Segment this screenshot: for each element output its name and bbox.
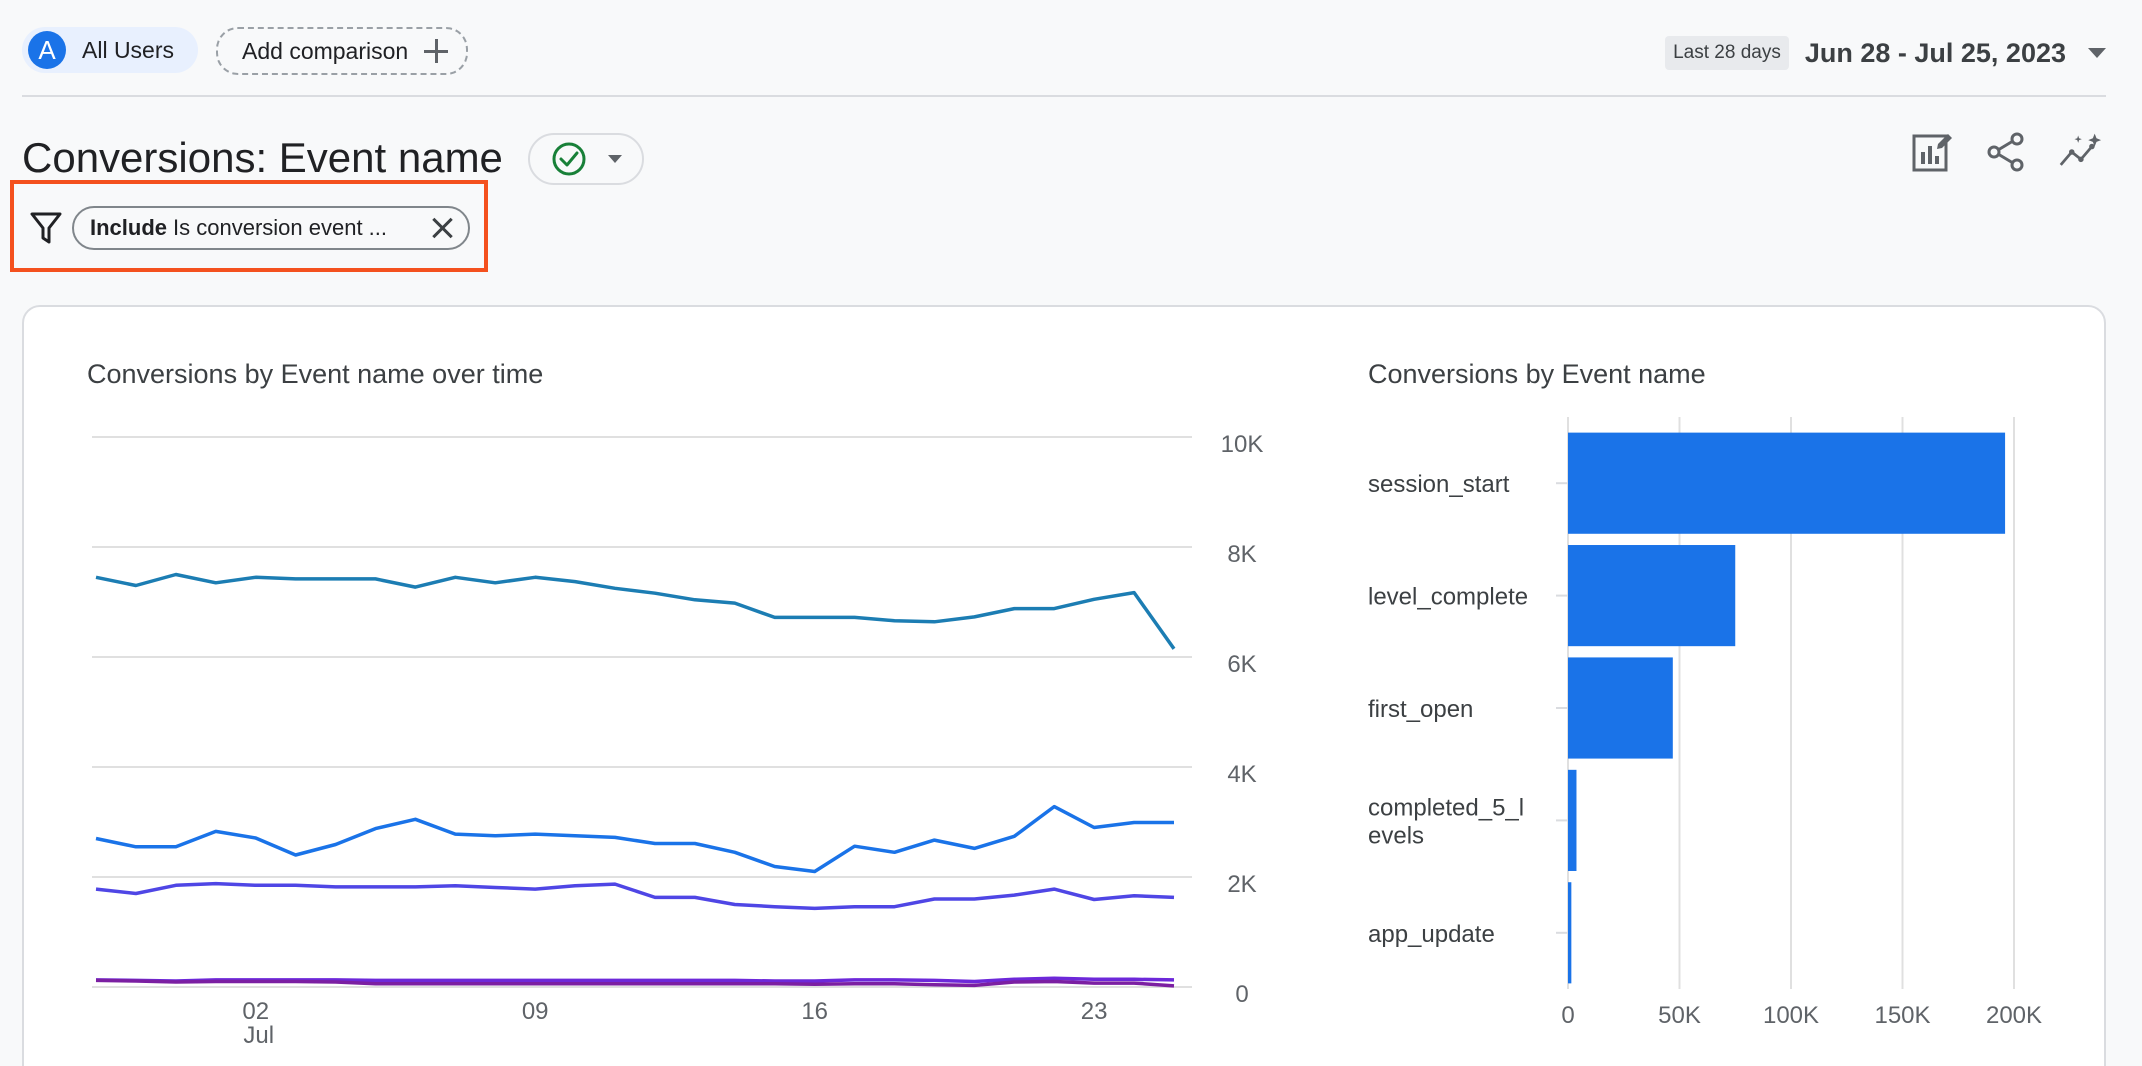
bar-chart-title: Conversions by Event name bbox=[1368, 359, 1706, 389]
check-circle-icon bbox=[551, 141, 587, 177]
customize-report-icon[interactable] bbox=[1910, 130, 1954, 174]
date-preset-badge: Last 28 days bbox=[1665, 36, 1789, 70]
bar-chart-category-label: evels bbox=[1368, 822, 1424, 849]
bar-chart-x-tick: 200K bbox=[1986, 1002, 2042, 1029]
page-title: Conversions: Event name bbox=[22, 134, 503, 181]
bar-first_open[interactable] bbox=[1568, 657, 1673, 759]
segment-label: All Users bbox=[82, 36, 175, 63]
segment-chip-all-users[interactable]: A All Users bbox=[22, 27, 199, 73]
report-card: Conversions by Event name over time Conv… bbox=[22, 305, 2106, 1066]
line-chart-x-sublabel: Jul bbox=[243, 1022, 274, 1049]
line-chart-y-tick: 6K bbox=[1227, 651, 1256, 678]
line-series-5[interactable] bbox=[95, 978, 1175, 988]
bar-chart-category-label: app_update bbox=[1368, 921, 1495, 948]
line-chart-title: Conversions by Event name over time bbox=[87, 359, 544, 389]
top-bar: A All Users Add comparison Last 28 days … bbox=[22, 0, 2106, 97]
line-chart-x-tick: 16 bbox=[801, 998, 828, 1025]
line-chart-y-tick: 10K bbox=[1221, 431, 1264, 458]
plus-icon bbox=[424, 39, 449, 63]
filter-keyword: Include bbox=[90, 215, 168, 240]
chevron-down-icon bbox=[2088, 48, 2106, 58]
line-series-3[interactable] bbox=[95, 881, 1175, 911]
report-toolbar bbox=[1910, 130, 2102, 174]
bar-chart-category-label: first_open bbox=[1368, 696, 1473, 723]
line-chart-y-tick: 8K bbox=[1227, 541, 1256, 568]
bar-app_update[interactable] bbox=[1568, 882, 1572, 984]
filter-funnel-icon[interactable] bbox=[30, 211, 62, 250]
line-series-2[interactable] bbox=[95, 804, 1174, 874]
insights-icon[interactable] bbox=[2058, 130, 2102, 174]
bar-chart-x-tick: 100K bbox=[1763, 1002, 1819, 1029]
add-comparison-label: Add comparison bbox=[242, 37, 409, 64]
line-chart-y-tick: 4K bbox=[1227, 761, 1256, 788]
line-chart-y-tick: 2K bbox=[1227, 871, 1256, 898]
filter-chip[interactable]: Include Is conversion event ... bbox=[72, 206, 470, 250]
filter-condition: Is conversion event ... bbox=[173, 215, 388, 240]
segment-avatar: A bbox=[28, 31, 66, 69]
chevron-down-icon bbox=[607, 155, 622, 163]
line-chart-y-tick: 0 bbox=[1235, 981, 1248, 1008]
bar-completed_5_levels[interactable] bbox=[1568, 769, 1577, 871]
line-chart-x-tick: 09 bbox=[522, 998, 549, 1025]
bar-level_complete[interactable] bbox=[1568, 545, 1736, 647]
bar-chart-category-label: session_start bbox=[1368, 471, 1510, 498]
add-comparison-button[interactable]: Add comparison bbox=[216, 27, 469, 75]
bar-chart-category-label: completed_5_l bbox=[1368, 794, 1524, 821]
bar-chart-x-tick: 0 bbox=[1561, 1002, 1574, 1029]
bar-chart-x-tick: 50K bbox=[1658, 1002, 1701, 1029]
bar-chart: 0 50K 100K 150K 200K session_start level_compl… bbox=[1368, 417, 2042, 1029]
bar-session_start[interactable] bbox=[1568, 432, 2006, 534]
date-range-text: Jun 28 - Jul 25, 2023 bbox=[1804, 37, 2066, 68]
line-chart-x-tick: 23 bbox=[1081, 998, 1108, 1025]
filter-chip-text: Include Is conversion event ... bbox=[90, 215, 428, 241]
filter-row: Include Is conversion event ... bbox=[10, 180, 488, 272]
line-series-1[interactable] bbox=[95, 572, 1176, 650]
close-icon[interactable] bbox=[428, 214, 456, 242]
line-chart-x-tick: 02 bbox=[242, 998, 269, 1025]
bar-chart-category-label: level_complete bbox=[1368, 584, 1528, 611]
date-range-picker[interactable]: Last 28 days Jun 28 - Jul 25, 2023 bbox=[1665, 36, 2106, 70]
share-icon[interactable] bbox=[1984, 130, 2028, 174]
report-status-button[interactable] bbox=[528, 133, 644, 185]
bar-chart-x-tick: 150K bbox=[1874, 1002, 1930, 1029]
